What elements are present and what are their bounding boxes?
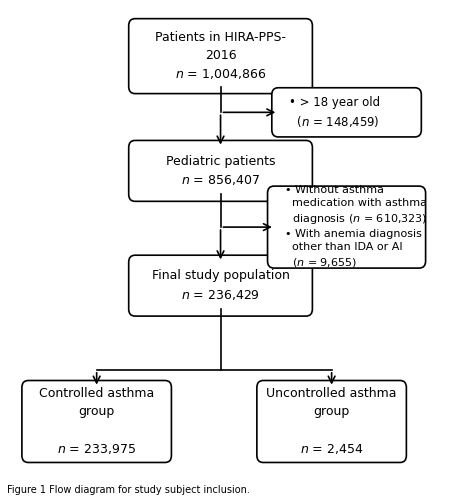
- FancyBboxPatch shape: [129, 18, 313, 94]
- Text: Final study population
$n$ = 236,429: Final study population $n$ = 236,429: [151, 270, 290, 302]
- FancyBboxPatch shape: [129, 255, 313, 316]
- Text: Patients in HIRA-PPS-
2016
$n$ = 1,004,866: Patients in HIRA-PPS- 2016 $n$ = 1,004,8…: [155, 31, 286, 82]
- Text: • Without asthma
  medication with asthma
  diagnosis ($n$ = 610,323)
• With ane: • Without asthma medication with asthma …: [285, 185, 427, 270]
- FancyBboxPatch shape: [129, 140, 313, 202]
- FancyBboxPatch shape: [268, 186, 425, 268]
- Text: Uncontrolled asthma
group

$n$ = 2,454: Uncontrolled asthma group $n$ = 2,454: [266, 387, 397, 456]
- FancyBboxPatch shape: [257, 380, 406, 462]
- Text: Pediatric patients
$n$ = 856,407: Pediatric patients $n$ = 856,407: [166, 154, 275, 187]
- FancyBboxPatch shape: [22, 380, 171, 462]
- Text: Controlled asthma
group

$n$ = 233,975: Controlled asthma group $n$ = 233,975: [39, 387, 154, 456]
- FancyBboxPatch shape: [272, 88, 421, 137]
- Text: • > 18 year old
  ($n$ = 148,459): • > 18 year old ($n$ = 148,459): [289, 96, 380, 128]
- Text: Figure 1 Flow diagram for study subject inclusion.: Figure 1 Flow diagram for study subject …: [7, 484, 250, 494]
